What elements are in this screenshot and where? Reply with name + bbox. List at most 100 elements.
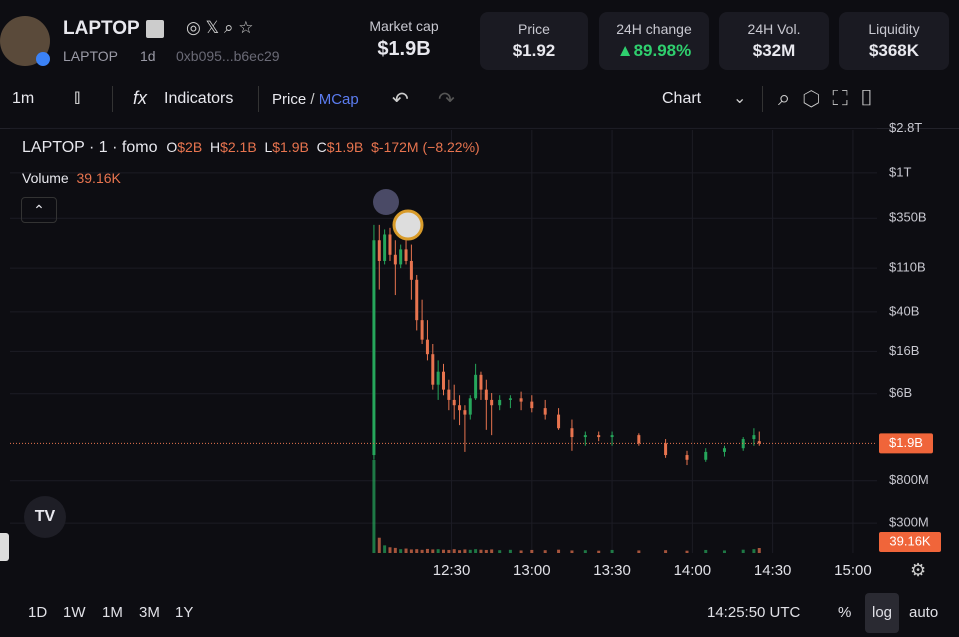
candle-body <box>420 320 424 340</box>
volume-bar <box>425 548 429 553</box>
candle-body <box>431 354 435 385</box>
stat-label: 24H change <box>616 21 692 37</box>
range-button[interactable]: 1W <box>63 604 86 621</box>
volume-bar <box>704 549 708 553</box>
side-handle[interactable] <box>0 533 9 561</box>
copy-icon[interactable] <box>146 20 164 38</box>
volume-bar <box>479 549 483 553</box>
candle-body <box>393 254 397 265</box>
fx-icon[interactable]: fx <box>133 88 148 108</box>
redo-icon[interactable]: ↷ <box>438 89 455 111</box>
trader-avatar <box>373 189 399 215</box>
volume-value: 39.16K <box>76 170 121 186</box>
legend-o: $2B <box>177 139 203 155</box>
stat-card: 24H Vol. $32M <box>719 12 829 70</box>
volume-bar <box>452 549 456 553</box>
volume-bar <box>393 547 397 553</box>
legend-c: $1.9B <box>326 139 364 155</box>
candle-body <box>557 414 561 429</box>
candle-body <box>447 389 451 400</box>
chart-type-button[interactable]: Chart <box>662 90 702 107</box>
volume-bar <box>431 549 435 553</box>
tv-logo[interactable]: TV <box>24 496 66 538</box>
stat-value: $1.9B <box>377 38 431 60</box>
candle-body <box>388 234 392 255</box>
volume-bar <box>404 548 408 553</box>
mcap-option[interactable]: MCap <box>318 91 359 108</box>
volume-bar <box>752 549 756 553</box>
volume-bar <box>664 550 668 553</box>
market-cap: Market cap $1.9B <box>344 18 464 61</box>
divider <box>762 86 763 112</box>
chart: $2.8T $1T $350B $110B $40B $16B $6B $800M $300M 1… <box>10 120 941 579</box>
range-button[interactable]: 1Y <box>175 604 194 621</box>
candle-icon[interactable]: ⫾ <box>74 86 81 108</box>
price-option[interactable]: Price <box>272 91 307 108</box>
volume-bar <box>557 549 561 553</box>
candle-body <box>583 435 587 438</box>
range-button[interactable]: 1D <box>28 604 48 621</box>
x-tick-label: 15:00 <box>834 562 872 579</box>
indicators-button[interactable]: Indicators <box>164 90 234 107</box>
x-tick-label: 13:00 <box>513 562 551 579</box>
volume-bar <box>757 548 761 553</box>
volume-bar <box>458 550 462 553</box>
auto-toggle[interactable]: auto <box>909 604 939 621</box>
token-age: 1d <box>140 48 156 64</box>
volume-bar <box>597 550 601 553</box>
legend-o-label: O <box>166 139 178 155</box>
percent-toggle[interactable]: % <box>838 604 852 621</box>
collapse-button[interactable]: ⌃ <box>21 197 57 223</box>
undo-icon[interactable]: ↶ <box>392 89 409 111</box>
trader-avatar <box>392 209 424 241</box>
candle-body <box>752 435 756 440</box>
range-button[interactable]: 3M <box>139 604 160 621</box>
candle-body <box>757 441 761 444</box>
stat-label: Liquidity <box>868 21 920 37</box>
x-tick-label: 14:30 <box>754 562 792 579</box>
settings-icon[interactable]: ⚙ <box>910 560 927 580</box>
candle-body <box>722 448 726 452</box>
legend: LAPTOP · 1 · fomo O$2B H$2.1B L$1.9B C$1… <box>22 139 480 157</box>
volume-bar <box>409 549 413 553</box>
clock: 14:25:50 UTC <box>707 604 801 621</box>
y-tick-label: $300M <box>889 515 929 530</box>
range-button[interactable]: 1M <box>102 604 123 621</box>
volume-bar <box>685 550 689 553</box>
volume-bar <box>442 549 445 553</box>
social-icons[interactable]: ◎ 𝕏 ⌕ ☆ <box>186 18 254 37</box>
volume-bar <box>741 549 745 553</box>
log-toggle[interactable]: log <box>865 593 899 633</box>
toolbar-icons[interactable]: ⌕ ⬡ ⛶ ⌷ <box>778 85 874 110</box>
interval-button[interactable]: 1m <box>12 90 35 107</box>
candle-body <box>498 399 502 406</box>
y-tick-label: $16B <box>889 343 919 358</box>
stat-card: Price $1.92 <box>480 12 588 70</box>
volume-bar <box>543 550 547 553</box>
legend-l-label: L <box>264 139 273 155</box>
price-mcap-toggle[interactable]: Price / MCap <box>272 91 359 108</box>
candle-body <box>415 279 419 321</box>
divider <box>112 86 113 112</box>
candle-body <box>685 455 689 460</box>
candle-body <box>490 399 494 406</box>
volume-bar <box>420 549 424 553</box>
candle-body <box>404 249 408 261</box>
chevron[interactable]: ⌄ <box>733 90 747 107</box>
stat-label: Price <box>518 21 550 37</box>
legend-change: $-172M (−8.22%) <box>371 139 480 155</box>
candle-body <box>570 428 574 438</box>
volume-bar <box>474 549 478 553</box>
legend-h: $2.1B <box>220 139 257 155</box>
volume-bar <box>484 549 488 553</box>
volume-bar <box>372 460 376 553</box>
candle-body <box>741 439 745 449</box>
volume-bar <box>610 549 614 553</box>
token-address[interactable]: 0xb095...b6ec29 <box>176 48 280 64</box>
volume-bar <box>388 547 392 553</box>
volume-bar <box>722 550 726 553</box>
candle-body <box>704 451 708 460</box>
y-tick-label: $40B <box>889 303 919 318</box>
y-tick-label: $800M <box>889 472 929 487</box>
